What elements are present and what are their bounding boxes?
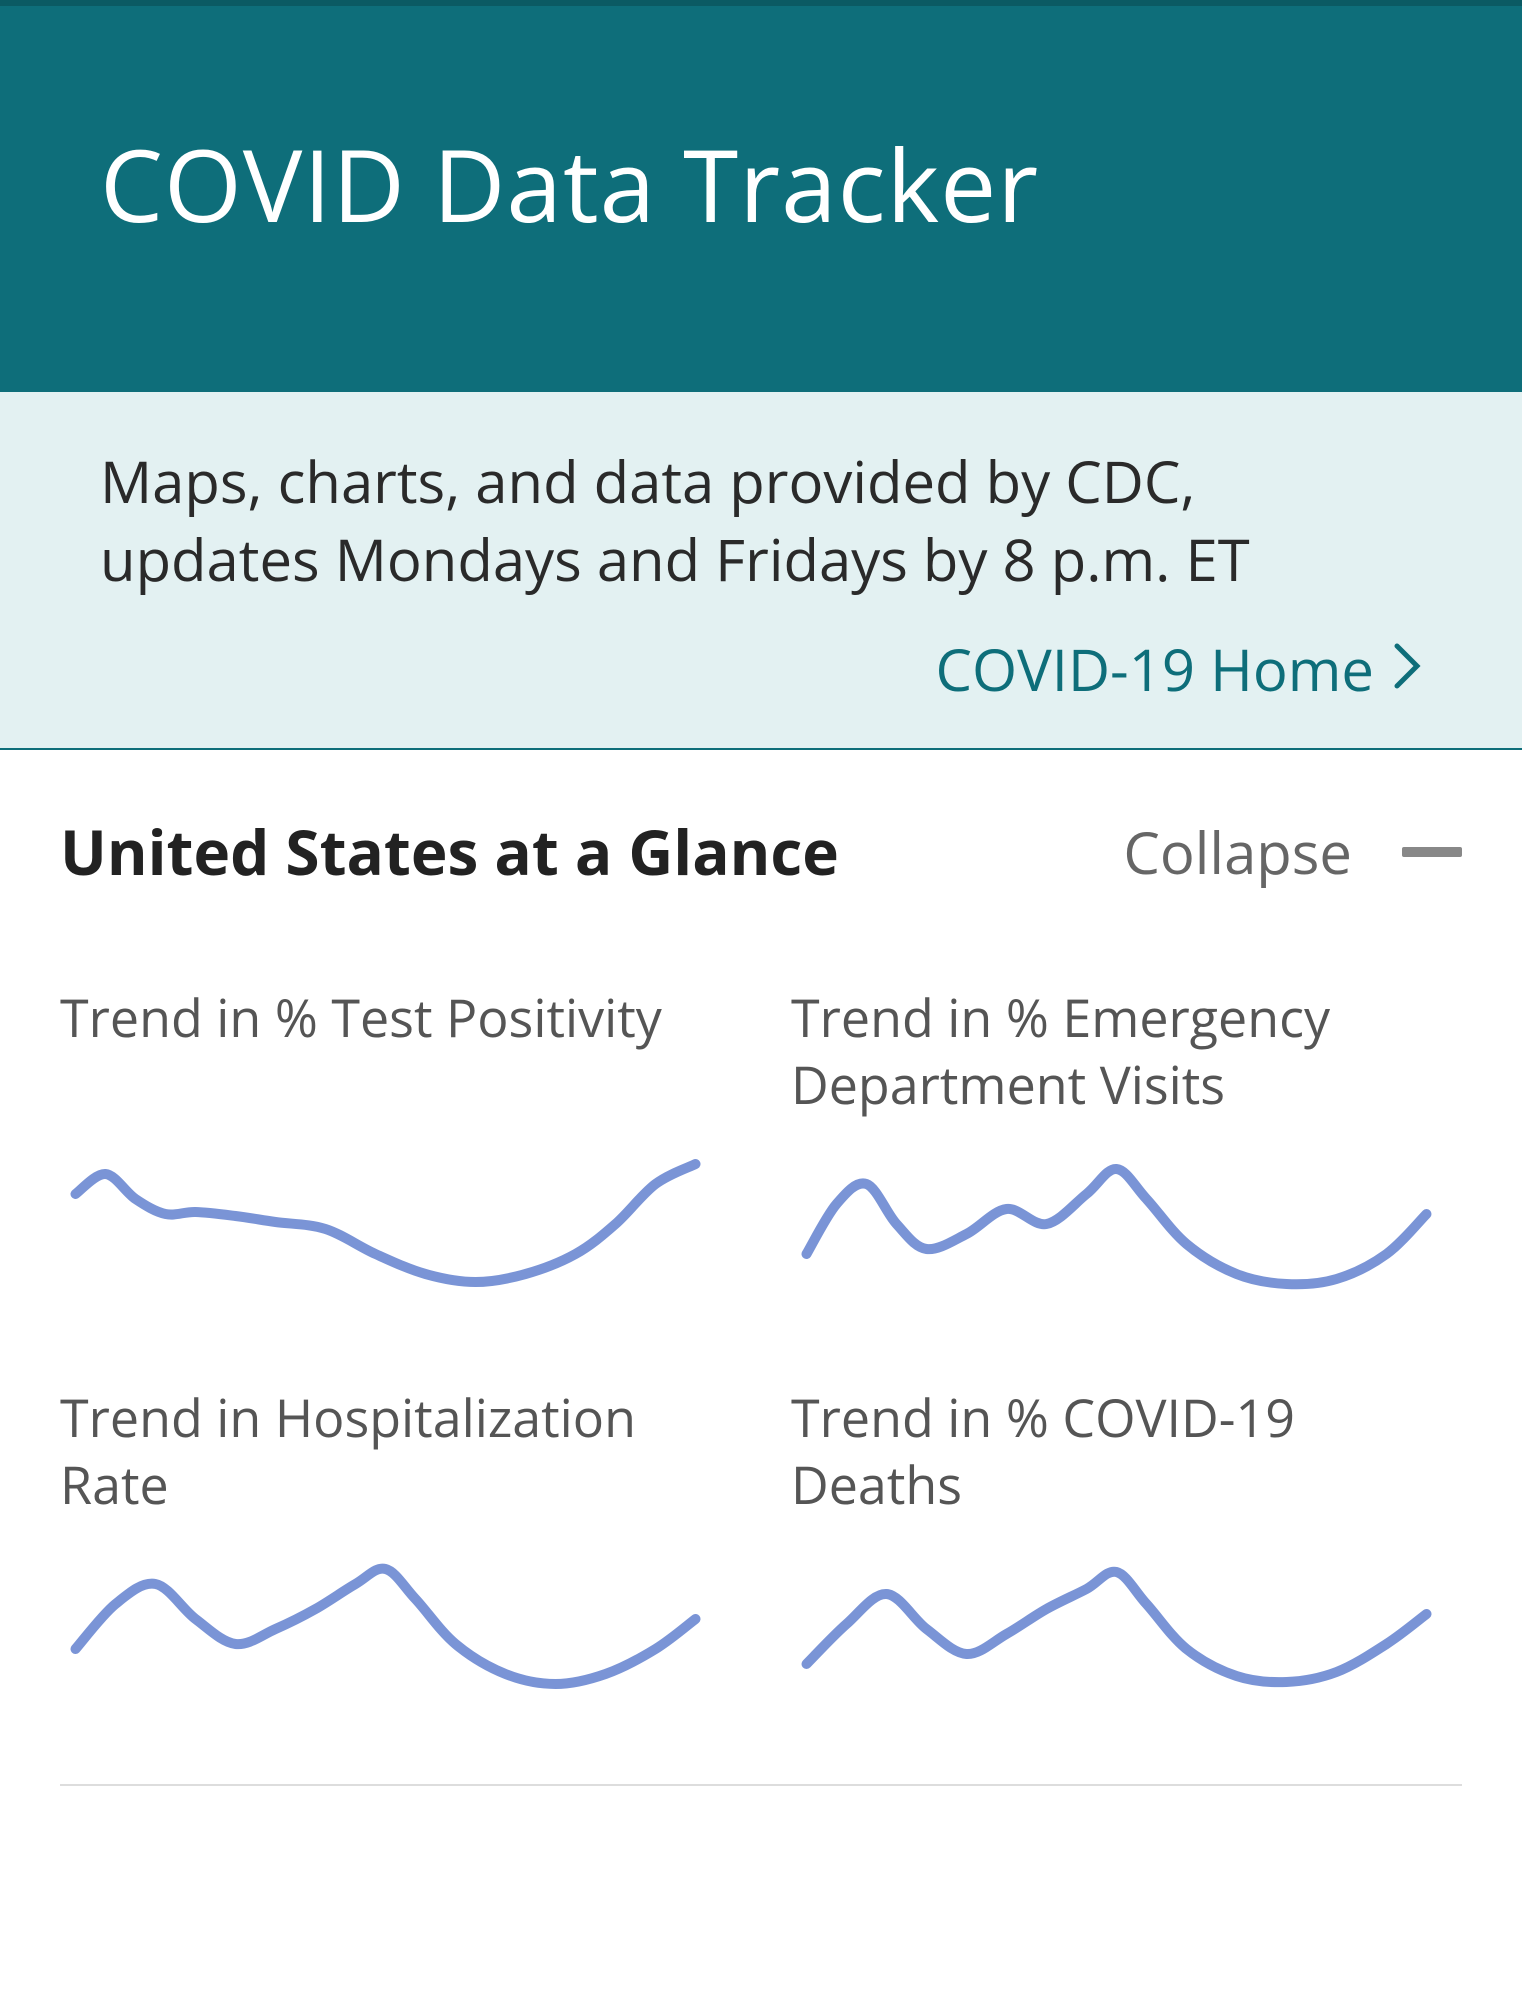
card-deaths[interactable]: Trend in % COVID-19 Deaths bbox=[791, 1384, 1462, 1744]
sparkline-chart bbox=[791, 1554, 1462, 1714]
card-title: Trend in % Test Positivity bbox=[60, 984, 731, 1124]
home-link-row: COVID-19 Home bbox=[100, 629, 1422, 708]
card-title: Trend in % COVID-19 Deaths bbox=[791, 1384, 1462, 1524]
card-ed-visits[interactable]: Trend in % Emergency Department Visits bbox=[791, 984, 1462, 1344]
sub-header-bar: Maps, charts, and data provided by CDC, … bbox=[0, 392, 1522, 750]
app-title: COVID Data Tracker bbox=[100, 116, 1422, 252]
card-test-positivity[interactable]: Trend in % Test Positivity bbox=[60, 984, 731, 1344]
app-header: COVID Data Tracker bbox=[0, 0, 1522, 392]
chevron-right-icon bbox=[1392, 641, 1422, 696]
minus-icon bbox=[1402, 847, 1462, 857]
collapse-label: Collapse bbox=[1123, 812, 1352, 891]
sparkline-chart bbox=[791, 1154, 1462, 1314]
section-divider bbox=[60, 1784, 1462, 1786]
section-heading: United States at a Glance bbox=[60, 810, 839, 894]
collapse-toggle[interactable]: Collapse bbox=[1123, 812, 1462, 891]
glance-section: United States at a Glance Collapse Trend… bbox=[0, 750, 1522, 1744]
sparkline-chart bbox=[60, 1554, 731, 1714]
cards-grid: Trend in % Test Positivity Trend in % Em… bbox=[60, 984, 1462, 1744]
card-title: Trend in % Emergency Department Visits bbox=[791, 984, 1462, 1124]
sparkline-chart bbox=[60, 1154, 731, 1314]
covid-home-link[interactable]: COVID-19 Home bbox=[936, 629, 1374, 708]
card-title: Trend in Hospitalization Rate bbox=[60, 1384, 731, 1524]
sub-header-description: Maps, charts, and data provided by CDC, … bbox=[100, 442, 1300, 599]
card-hospitalization[interactable]: Trend in Hospitalization Rate bbox=[60, 1384, 731, 1744]
section-header-row: United States at a Glance Collapse bbox=[60, 810, 1462, 894]
